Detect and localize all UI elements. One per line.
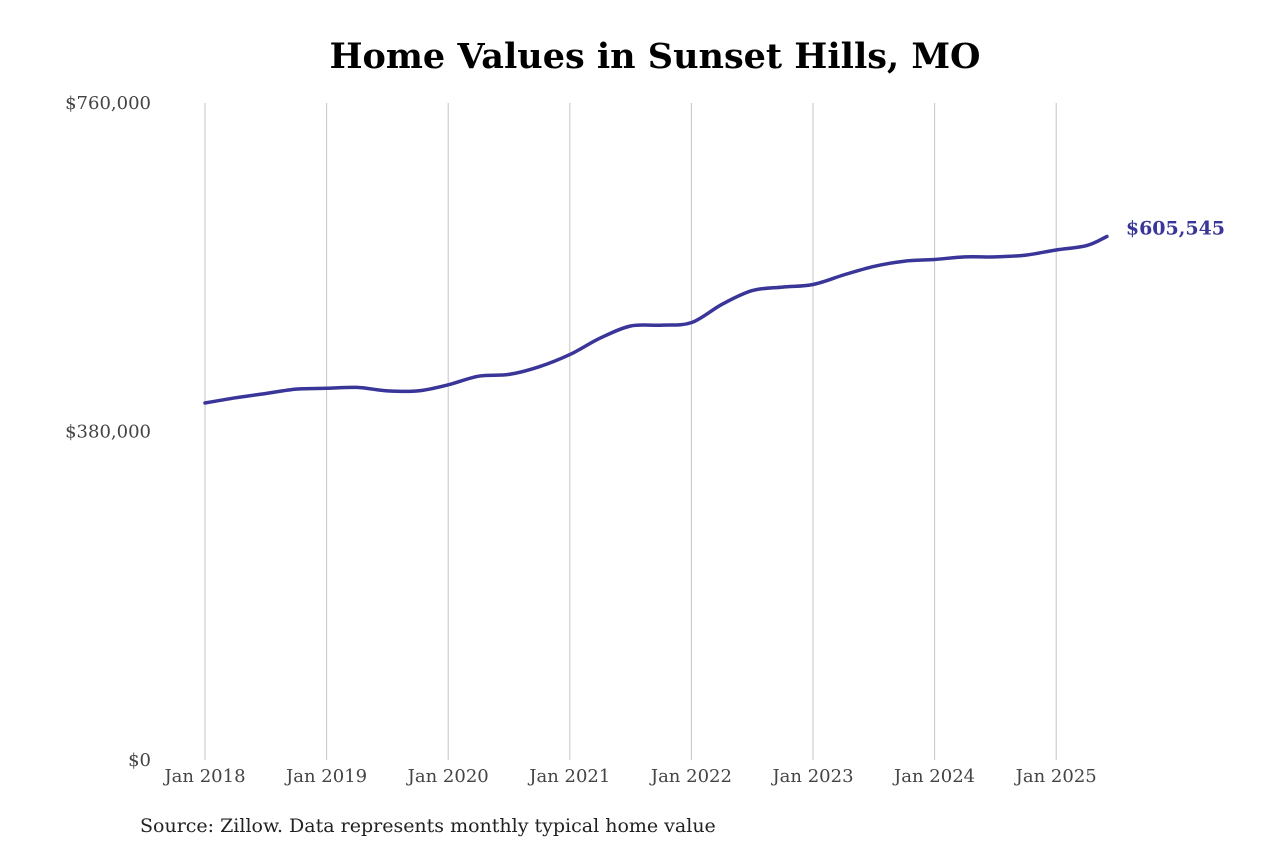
x-tick-label: Jan 2025 [1014, 766, 1097, 787]
x-tick-label: Jan 2023 [770, 766, 853, 787]
end-value-label: $605,545 [1126, 218, 1225, 240]
y-tick-label: $0 [128, 750, 151, 771]
y-tick-label: $760,000 [65, 93, 151, 114]
x-tick-label: Jan 2022 [649, 766, 732, 787]
y-tick-label: $380,000 [65, 422, 151, 443]
x-axis-ticks: Jan 2018 Jan 2019 Jan 2020 Jan 2021 Jan 2022… [162, 766, 1096, 787]
y-axis-ticks: $0 $380,000 $760,000 [65, 93, 151, 771]
gridlines [204, 103, 1057, 760]
source-note: Source: Zillow. Data represents monthly … [140, 815, 716, 837]
x-tick-label: Jan 2020 [406, 766, 489, 787]
x-tick-label: Jan 2019 [284, 766, 367, 787]
series-layer [203, 234, 1109, 405]
series-line [203, 234, 1109, 405]
x-tick-label: Jan 2021 [527, 766, 610, 787]
chart-title: Home Values in Sunset Hills, MO [329, 36, 981, 77]
x-tick-label: Jan 2018 [162, 766, 245, 787]
label-layer: $605,545 [1126, 218, 1225, 240]
x-tick-label: Jan 2024 [892, 766, 975, 787]
